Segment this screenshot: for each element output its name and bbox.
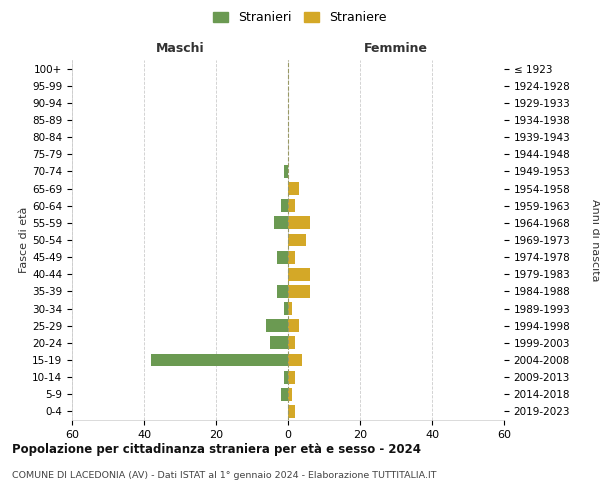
Bar xyxy=(284,302,288,315)
Text: Maschi: Maschi xyxy=(155,42,205,55)
Bar xyxy=(288,388,292,400)
Bar xyxy=(284,370,288,384)
Bar xyxy=(288,250,295,264)
Bar xyxy=(288,200,295,212)
Bar xyxy=(277,285,288,298)
Legend: Stranieri, Straniere: Stranieri, Straniere xyxy=(208,6,392,29)
Bar xyxy=(288,268,310,280)
Bar xyxy=(288,320,299,332)
Bar xyxy=(281,388,288,400)
Bar xyxy=(288,302,292,315)
Bar xyxy=(288,354,302,366)
Bar xyxy=(277,250,288,264)
Text: Popolazione per cittadinanza straniera per età e sesso - 2024: Popolazione per cittadinanza straniera p… xyxy=(12,442,421,456)
Bar xyxy=(288,405,295,418)
Bar xyxy=(274,216,288,230)
Bar xyxy=(288,285,310,298)
Y-axis label: Fasce di età: Fasce di età xyxy=(19,207,29,273)
Text: Femmine: Femmine xyxy=(364,42,428,55)
Bar xyxy=(151,354,288,366)
Bar xyxy=(288,234,306,246)
Bar xyxy=(288,336,295,349)
Bar xyxy=(284,165,288,178)
Bar xyxy=(288,182,299,195)
Bar xyxy=(288,370,295,384)
Bar xyxy=(266,320,288,332)
Bar xyxy=(281,200,288,212)
Text: COMUNE DI LACEDONIA (AV) - Dati ISTAT al 1° gennaio 2024 - Elaborazione TUTTITAL: COMUNE DI LACEDONIA (AV) - Dati ISTAT al… xyxy=(12,470,437,480)
Y-axis label: Anni di nascita: Anni di nascita xyxy=(590,198,600,281)
Bar xyxy=(270,336,288,349)
Bar xyxy=(288,216,310,230)
